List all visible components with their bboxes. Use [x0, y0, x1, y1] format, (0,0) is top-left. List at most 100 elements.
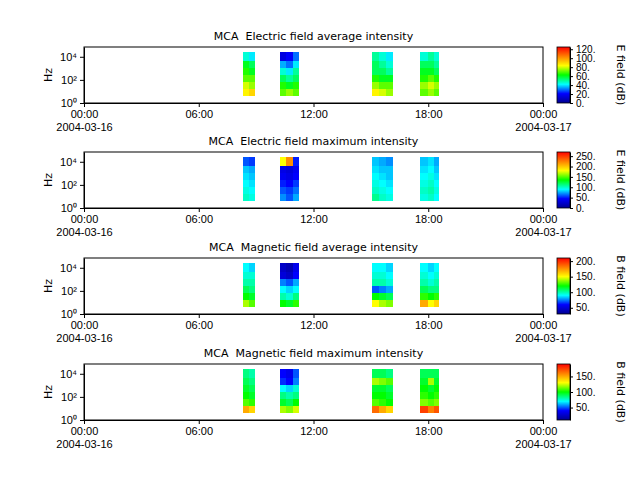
y-tick-label: 10⁰ — [61, 202, 77, 214]
heatmap-cell — [428, 392, 434, 399]
x-tick: 00:002004-03-17 — [515, 103, 571, 133]
panel-title: MCA Magnetic field maximum intensity — [204, 347, 424, 360]
x-tick: 00:002004-03-17 — [515, 420, 571, 450]
x-tick: 12:00 — [300, 208, 328, 225]
y-tick-mark — [80, 420, 84, 421]
y-tick-mark — [80, 80, 84, 81]
heatmap-cell — [293, 272, 299, 279]
heatmap-cell — [293, 68, 299, 75]
colorbar-tick-mark — [570, 308, 573, 309]
heatmap-cell — [249, 82, 254, 89]
x-tick: 18:00 — [415, 208, 443, 225]
heatmap-cell — [434, 406, 440, 413]
heatmap-cell — [293, 61, 299, 68]
x-tick-mark — [84, 420, 85, 424]
heatmap-cell — [249, 300, 254, 307]
heatmap-cell — [386, 279, 393, 286]
y-tick: 10⁴ — [60, 156, 84, 168]
heatmap-cell — [428, 194, 434, 201]
x-tick-mark — [543, 208, 544, 212]
colorbar-tick: 0. — [570, 203, 584, 214]
heatmap-cell — [428, 52, 434, 61]
heatmap-cell — [420, 385, 427, 392]
y-tick-mark — [80, 208, 84, 209]
heatmap-cell — [286, 82, 292, 89]
colorbar-tick: 100. — [570, 287, 595, 298]
heatmap-cell — [386, 194, 393, 201]
colorbar-tick-mark — [570, 76, 573, 77]
y-tick-mark — [80, 162, 84, 163]
colorbar-tick-label: 150. — [576, 172, 595, 183]
heatmap-cell — [386, 286, 393, 293]
heatmap-cell — [386, 52, 393, 61]
colorbar-tick-mark — [570, 198, 573, 199]
x-tick-label: 00:002004-03-16 — [56, 108, 112, 133]
heatmap-cell — [286, 406, 292, 413]
cells — [243, 263, 439, 307]
heatmap-cell — [434, 61, 440, 68]
y-tick-label: 10⁴ — [60, 51, 77, 63]
heatmap-cell — [293, 173, 299, 180]
colorbar-tick-mark — [570, 376, 573, 377]
heatmap-cell — [386, 300, 393, 307]
heatmap-cell — [379, 157, 386, 166]
heatmap-cell — [428, 180, 434, 187]
heatmap-cell — [243, 75, 249, 82]
x-tick-mark — [199, 314, 200, 318]
x-tick-label: 00:002004-03-16 — [56, 425, 112, 450]
heatmap-cell — [249, 279, 254, 286]
x-tick-mark — [314, 103, 315, 107]
heatmap-cell — [286, 286, 292, 293]
heatmap-cell — [286, 187, 292, 194]
panel: 00:002004-03-1606:0012:0018:0000:002004-… — [42, 135, 627, 238]
heatmap-cell — [249, 263, 254, 272]
heatmap-cell — [249, 75, 254, 82]
x-tick-label: 00:002004-03-17 — [515, 108, 571, 133]
panel-title: MCA Electric field average intensity — [214, 30, 414, 43]
colorbar-tick: 100. — [570, 182, 595, 193]
heatmap-cell — [386, 157, 393, 166]
colorbar-tick-mark — [570, 177, 573, 178]
heatmap-cell — [372, 166, 379, 173]
plot-frame — [84, 258, 543, 314]
colorbar-tick-label: 0. — [576, 203, 584, 214]
heatmap-cell — [420, 82, 427, 89]
heatmap-cell — [293, 392, 299, 399]
heatmap-cell — [386, 369, 393, 378]
heatmap-cell — [243, 279, 249, 286]
colorbar-tick-mark — [570, 277, 573, 278]
x-tick-mark — [314, 208, 315, 212]
x-tick: 06:00 — [185, 420, 213, 437]
heatmap-cell — [379, 369, 386, 378]
colorbar-axis-line — [570, 153, 571, 209]
colorbar-axis-line — [570, 48, 571, 104]
y-tick: 10² — [61, 179, 84, 191]
x-tick-mark — [428, 208, 429, 212]
heatmap-cell — [249, 194, 254, 201]
colorbar-tick-label: 120. — [576, 44, 595, 55]
heatmap-cell — [379, 166, 386, 173]
colorbar-axis-line — [570, 259, 571, 315]
colorbar-title: E field (dB) — [614, 150, 627, 211]
x-tick-label: 06:00 — [185, 425, 213, 437]
heatmap-cell — [286, 272, 292, 279]
colorbar-title: E field (dB) — [614, 45, 627, 106]
colorbar-tick: 200. — [570, 161, 595, 172]
x-tick-mark — [199, 103, 200, 107]
heatmap-cell — [286, 166, 292, 173]
colorbar-tick-label: 200. — [576, 256, 595, 267]
heatmap-cell — [386, 378, 393, 385]
y-tick-mark — [80, 103, 84, 104]
heatmap-cell — [280, 173, 286, 180]
x-tick-mark — [428, 314, 429, 318]
y-tick: 10⁰ — [61, 414, 84, 426]
colorbar-tick-mark — [570, 85, 573, 86]
panel: 00:002004-03-1606:0012:0018:0000:002004-… — [42, 241, 627, 344]
colorbar-tick: 120. — [570, 44, 595, 55]
x-axis: 00:002004-03-1606:0012:0018:0000:002004-… — [56, 420, 571, 450]
x-tick-mark — [428, 420, 429, 424]
x-tick-mark — [543, 103, 544, 107]
y-axis-title: Hz — [42, 173, 55, 187]
heatmap-cell — [280, 68, 286, 75]
heatmap-cell — [379, 82, 386, 89]
